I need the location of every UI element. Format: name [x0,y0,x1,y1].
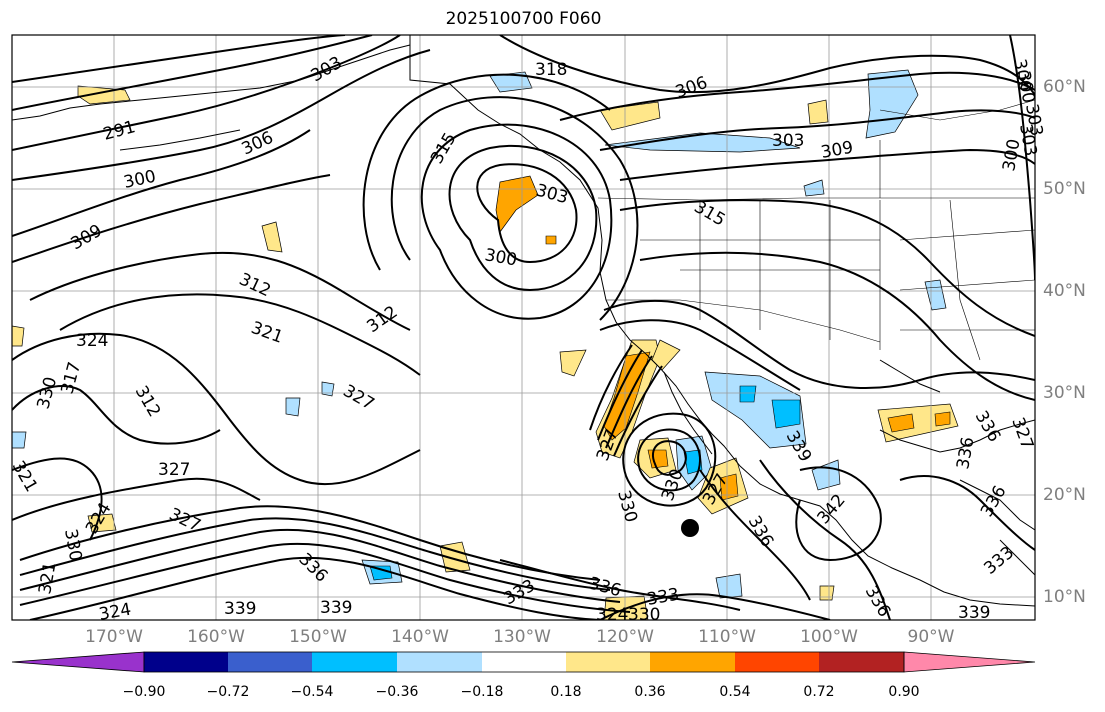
colorbar-tick-label: 0.54 [719,684,751,700]
longitude-label: 130°W [493,627,551,647]
longitude-label: 120°W [596,627,654,647]
contour-label: 303 [772,131,804,151]
contour-label: 339 [320,598,352,618]
hurricane-center-marker [681,519,699,537]
longitude-label: 150°W [289,627,347,647]
latitude-label: 60°N [1043,77,1086,97]
contour-label: 330 [628,605,660,625]
colorbar-segment [144,652,228,672]
colorbar-tick-label: −0.72 [206,684,250,700]
map-frame [12,35,1035,620]
contour-label: 327 [158,460,190,480]
contour-label: 339 [224,599,256,619]
colorbar-segment [482,652,566,672]
contour-label: 339 [958,603,990,623]
colorbar-tick-label: 0.90 [888,684,920,700]
colorbar-segment [735,652,819,672]
colorbar-tick-label: −0.36 [375,684,419,700]
colorbar-tick-label: 0.18 [550,684,582,700]
latitude-label: 30°N [1043,383,1086,403]
theta-contours [12,35,1035,620]
coastlines [12,35,1035,607]
anomaly-shading [12,69,959,620]
latitude-label: 20°N [1043,485,1086,505]
colorbar-tick-label: −0.18 [460,684,504,700]
longitude-label: 100°W [800,627,858,647]
state-borders [597,99,1035,361]
colorbar-tick-label: −0.54 [290,684,334,700]
colorbar-tick-label: −0.90 [122,684,166,700]
contour-label: 324 [76,331,108,351]
colorbar-segment [650,652,735,672]
map-border [11,34,1036,621]
colorbar [11,651,1036,673]
colorbar-segment [228,652,312,672]
longitude-label: 110°W [698,627,756,647]
longitude-label: 170°W [85,627,143,647]
colorbar-tick-label: 0.36 [634,684,666,700]
colorbar-outline [143,651,905,673]
longitude-label: 140°W [391,627,449,647]
colorbar-segment [397,652,482,672]
colorbar-segment [312,652,397,672]
chart-title: 2025100700 F060 [445,9,602,29]
latitude-label: 50°N [1043,179,1086,199]
colorbar-segment [566,652,650,672]
contour-label: 324 [97,600,132,625]
contour-label: 318 [535,60,567,80]
longitude-label: 90°W [907,627,955,647]
longitude-label: 160°W [187,627,245,647]
colorbar-extend-min [11,651,145,673]
colorbar-segment [819,652,904,672]
latitude-label: 10°N [1043,587,1086,607]
contour-label: 324 [596,605,628,625]
colorbar-extend-max [903,651,1036,673]
colorbar-tick-label: 0.72 [803,684,835,700]
latitude-label: 40°N [1043,281,1086,301]
